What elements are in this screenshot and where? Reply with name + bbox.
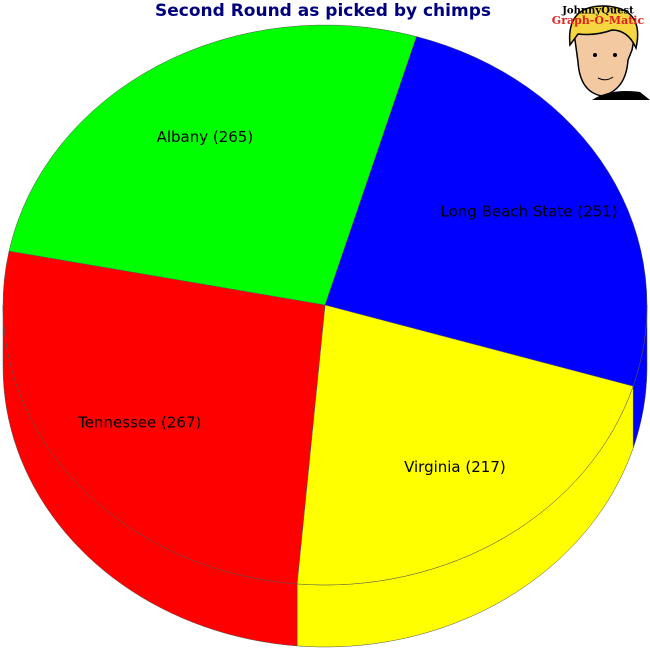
logo-mouth — [597, 76, 614, 81]
pie-slice — [324, 36, 648, 387]
logo-text: Graph-O-Matic — [552, 14, 645, 27]
logo-shirt — [592, 91, 650, 100]
pie-slice — [8, 24, 417, 306]
logo-eye — [613, 53, 617, 57]
data-label: Tennessee (267) — [77, 413, 201, 431]
data-label: Virginia (217) — [404, 458, 506, 476]
data-label: Albany (265) — [157, 128, 254, 146]
logo-eye — [593, 53, 597, 57]
logo-hair — [568, 5, 639, 51]
chart-title: Second Round as picked by chimps — [155, 1, 491, 21]
pie-slice — [296, 304, 634, 586]
pie-slice — [2, 250, 326, 585]
data-label: Long Beach State (251) — [441, 203, 618, 221]
logo-text: JohnnyQuest — [561, 6, 634, 17]
logo: JohnnyQuest Graph-O-Matic — [552, 5, 650, 100]
